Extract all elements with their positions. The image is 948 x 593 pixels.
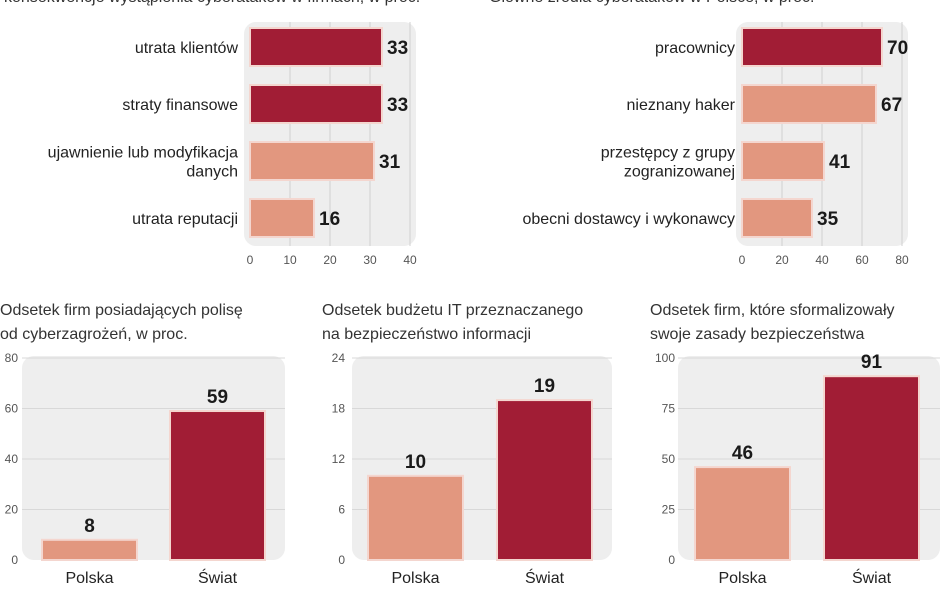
y-tick-label: 24 xyxy=(332,351,346,365)
category-label: nieznany haker xyxy=(626,97,735,114)
category-label: Polska xyxy=(391,570,439,587)
y-tick-label: 50 xyxy=(662,452,676,466)
x-tick-label: 20 xyxy=(775,253,789,267)
chart-title: na bezpieczeństwo informacji xyxy=(322,326,531,343)
chart-title: konsekwencje wystąpienia cyberataków w f… xyxy=(4,0,420,6)
data-label: 46 xyxy=(732,443,753,464)
y-tick-label: 80 xyxy=(5,351,19,365)
x-tick-label: 40 xyxy=(403,253,417,267)
category-label: Świat xyxy=(525,568,565,587)
x-tick-label: 10 xyxy=(283,253,297,267)
y-tick-label: 12 xyxy=(332,452,346,466)
category-label: zogranizowanej xyxy=(624,164,735,181)
data-label: 91 xyxy=(861,352,883,373)
data-label: 67 xyxy=(881,95,902,116)
data-label: 59 xyxy=(207,387,228,408)
bar xyxy=(741,141,825,181)
category-label: danych xyxy=(186,164,238,181)
y-tick-label: 18 xyxy=(332,402,346,416)
chart-title: Odsetek budżetu IT przeznaczanego xyxy=(322,302,583,319)
category-label: Polska xyxy=(65,570,113,587)
category-label: straty finansowe xyxy=(122,97,238,114)
category-label: Świat xyxy=(852,568,892,587)
y-tick-label: 0 xyxy=(338,553,345,567)
chart-title: Odsetek firm posiadających polisę xyxy=(0,302,243,319)
category-label: przestępcy z grupy xyxy=(601,145,735,162)
data-label: 10 xyxy=(405,452,426,473)
category-label: obecni dostawcy i wykonawcy xyxy=(522,211,735,228)
data-label: 35 xyxy=(817,209,839,230)
data-label: 41 xyxy=(829,152,851,173)
x-tick-label: 30 xyxy=(363,253,377,267)
bar xyxy=(741,198,813,238)
bar xyxy=(367,474,464,562)
data-label: 70 xyxy=(887,38,908,59)
bar xyxy=(249,84,383,124)
chart-title: od cyberzagrożeń, w proc. xyxy=(0,326,188,343)
bar xyxy=(169,410,266,561)
chart-title: Główne źródła cyberataków w Polsce, w pr… xyxy=(489,0,814,6)
y-tick-label: 25 xyxy=(662,503,676,517)
bar xyxy=(249,141,375,181)
data-label: 8 xyxy=(84,516,95,537)
y-tick-label: 0 xyxy=(668,553,675,567)
category-label: Świat xyxy=(198,568,238,587)
bar xyxy=(741,84,877,124)
x-tick-label: 0 xyxy=(247,253,254,267)
data-label: 33 xyxy=(387,38,408,59)
bar xyxy=(496,399,593,562)
data-label: 16 xyxy=(319,209,340,230)
category-label: pracownicy xyxy=(655,40,735,57)
y-tick-label: 75 xyxy=(662,402,676,416)
bar xyxy=(41,538,138,561)
bar xyxy=(249,27,383,67)
x-tick-label: 0 xyxy=(739,253,746,267)
data-label: 19 xyxy=(534,376,555,397)
data-label: 31 xyxy=(379,152,401,173)
y-tick-label: 100 xyxy=(655,351,675,365)
x-tick-label: 40 xyxy=(815,253,829,267)
x-tick-label: 80 xyxy=(895,253,909,267)
bar xyxy=(249,198,315,238)
x-tick-label: 60 xyxy=(855,253,869,267)
bar xyxy=(823,375,920,561)
category-label: utrata reputacji xyxy=(132,211,238,228)
bar xyxy=(694,466,791,561)
chart-title: Odsetek firm, które sformalizowały xyxy=(650,302,895,319)
bar xyxy=(741,27,883,67)
y-tick-label: 6 xyxy=(338,503,345,517)
y-tick-label: 40 xyxy=(5,452,19,466)
chart-title: swoje zasady bezpieczeństwa xyxy=(650,326,864,343)
category-label: Polska xyxy=(718,570,766,587)
x-tick-label: 20 xyxy=(323,253,337,267)
y-tick-label: 60 xyxy=(5,402,19,416)
data-label: 33 xyxy=(387,95,408,116)
category-label: ujawnienie lub modyfikacja xyxy=(48,145,238,162)
y-tick-label: 20 xyxy=(5,503,19,517)
y-tick-label: 0 xyxy=(11,553,18,567)
category-label: utrata klientów xyxy=(135,40,239,57)
